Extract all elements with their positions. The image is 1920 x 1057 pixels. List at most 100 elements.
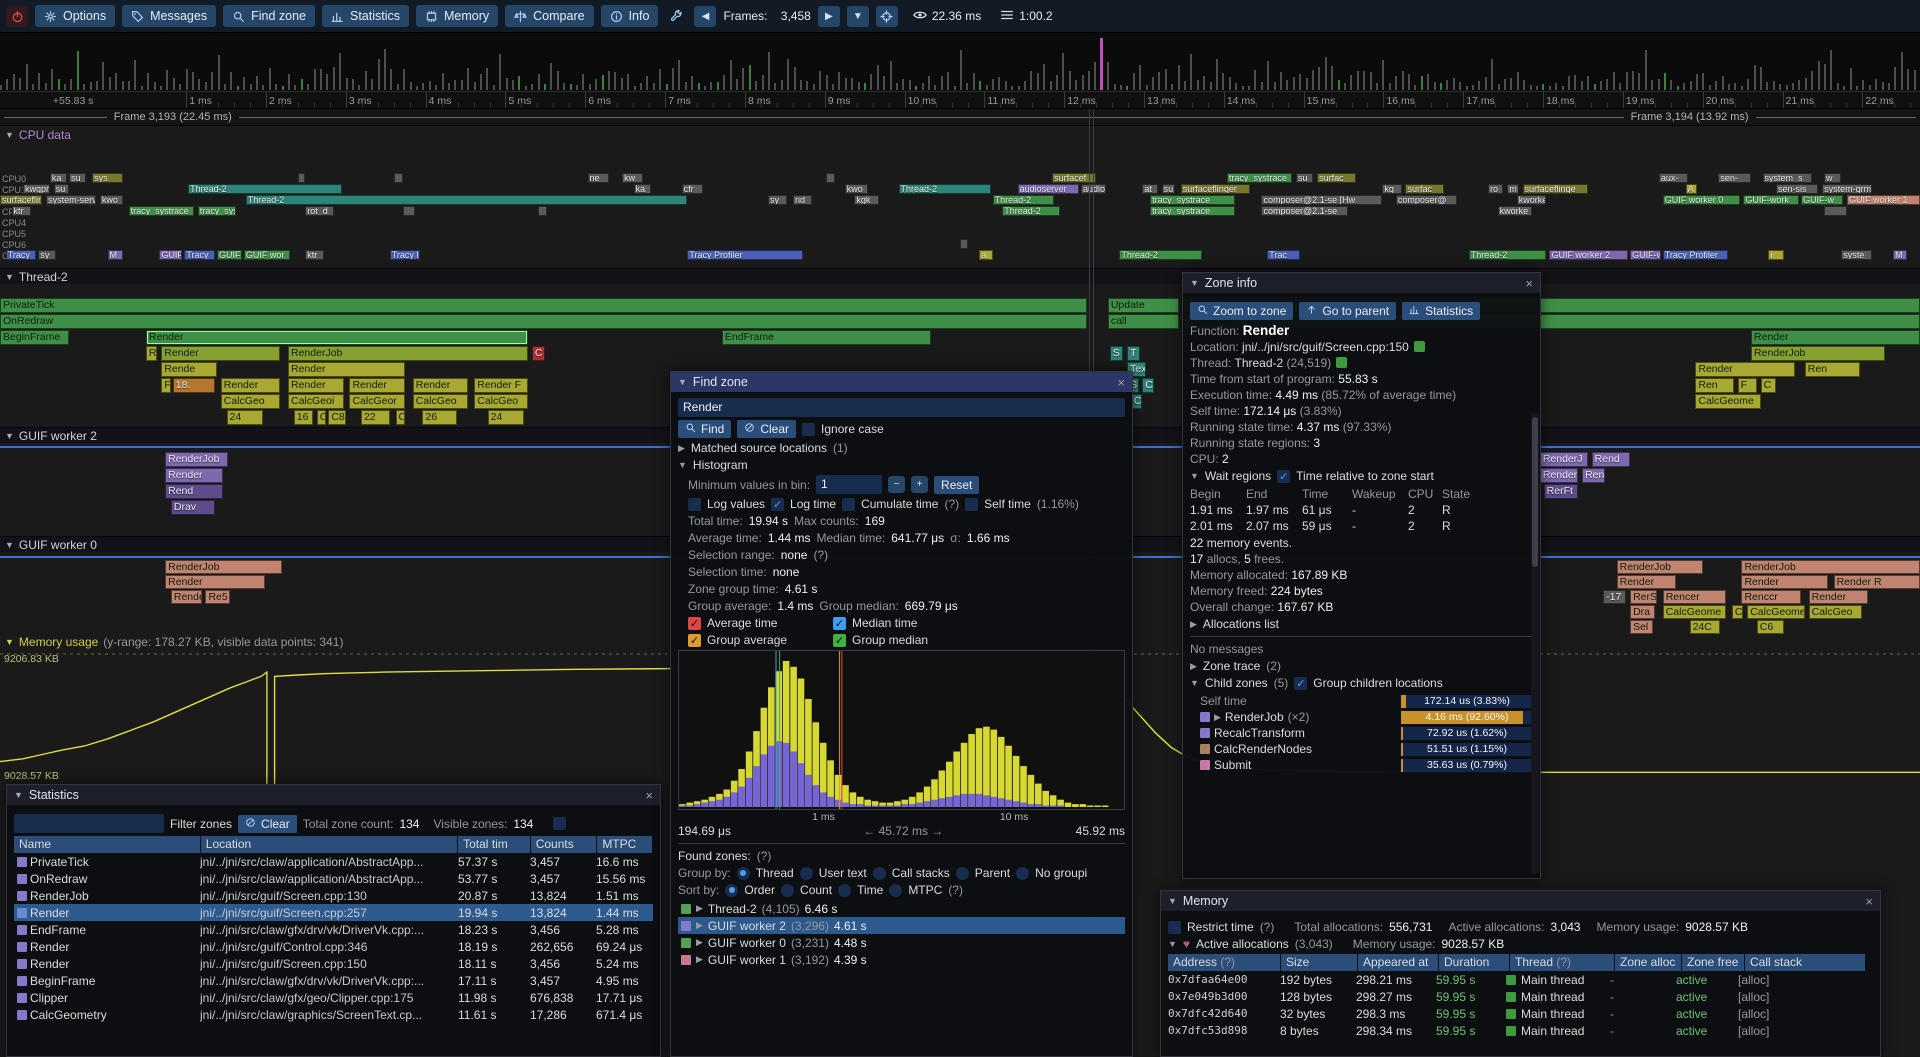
- frame-bar[interactable]: [940, 76, 943, 90]
- cpu-zone-bar[interactable]: Tracy: [5, 250, 37, 260]
- cpu-zone-bar[interactable]: syste: [1841, 250, 1872, 260]
- zone-bar[interactable]: Render: [165, 575, 265, 589]
- restrict-time-checkbox[interactable]: [1168, 920, 1181, 934]
- call-stack-cell[interactable]: [alloc]: [1738, 1006, 1770, 1021]
- zone-statistics-button[interactable]: Statistics: [1402, 302, 1481, 320]
- cpu-zone-bar[interactable]: composer@2.1-se [Hw: [1261, 195, 1383, 205]
- frame-bar[interactable]: [1734, 83, 1737, 90]
- call-stacks-radio[interactable]: [872, 866, 886, 880]
- cpu-zone-bar[interactable]: Tracy Profiler: [1662, 250, 1728, 260]
- reset-button[interactable]: Reset: [934, 475, 980, 494]
- toolbar-button-options[interactable]: Options: [35, 5, 116, 27]
- frame-bar[interactable]: [1798, 80, 1801, 90]
- column-header-mtpc[interactable]: MTPC: [597, 836, 652, 853]
- frame-bar[interactable]: [921, 83, 924, 90]
- frame-bar[interactable]: [1235, 83, 1238, 90]
- cpu-zone-bar[interactable]: sen-sis: [1776, 184, 1819, 194]
- zone-info-titlebar[interactable]: ▼ Zone info ×: [1183, 273, 1540, 293]
- frame-bar[interactable]: [326, 74, 329, 90]
- frame-bar[interactable]: [1811, 71, 1814, 90]
- frame-bar[interactable]: [1267, 61, 1270, 90]
- frame-bar[interactable]: [198, 79, 201, 90]
- call-stack-cell[interactable]: [alloc]: [1738, 972, 1770, 987]
- frame-bar[interactable]: [1600, 81, 1602, 90]
- cpu-zone-bar[interactable]: M: [107, 250, 123, 260]
- self-time-checkbox[interactable]: [965, 497, 979, 511]
- column-header-duration[interactable]: Duration: [1439, 954, 1509, 971]
- frame-bar[interactable]: [1184, 81, 1186, 90]
- zone-bar[interactable]: -17: [1603, 590, 1627, 604]
- zone-bar[interactable]: Render: [145, 330, 528, 345]
- zone-bar[interactable]: C: [531, 346, 546, 361]
- frame-bar[interactable]: [1683, 83, 1686, 90]
- frame-bar[interactable]: [1792, 83, 1794, 90]
- frame-bar[interactable]: [563, 83, 566, 90]
- frame-bar[interactable]: [1248, 86, 1250, 90]
- cpu-zone-bar[interactable]: su: [53, 184, 70, 194]
- frame-bar[interactable]: [51, 69, 54, 90]
- frame-markers-row[interactable]: Frame 3,193 (22.45 ms) Frame 3,194 (13.9…: [0, 109, 1920, 126]
- cpu-zone-bar[interactable]: tracy_systrace: [1150, 206, 1235, 216]
- frame-bar[interactable]: [409, 82, 412, 90]
- frame-bar[interactable]: [307, 84, 310, 90]
- cpu-zone-bar[interactable]: aux-: [1658, 173, 1688, 183]
- cpu-zone-bar[interactable]: GUIF-work: [1743, 195, 1800, 205]
- frame-bar[interactable]: [1337, 80, 1340, 90]
- cpu-zone-bar[interactable]: tracy_systrace: [1150, 195, 1235, 205]
- cpu-zone-bar[interactable]: kgk: [854, 195, 880, 205]
- frame-bar[interactable]: [569, 84, 572, 90]
- frame-bar[interactable]: [524, 86, 527, 90]
- frame-bar[interactable]: [102, 62, 105, 90]
- frame-bar[interactable]: [1433, 82, 1436, 90]
- frame-bar[interactable]: [505, 78, 508, 90]
- frame-bar[interactable]: [358, 85, 361, 90]
- cpu-zone-bar[interactable]: GUIF: [159, 250, 183, 260]
- frame-bar[interactable]: [531, 84, 534, 90]
- frame-bar[interactable]: [192, 72, 194, 90]
- cpu-zone-bar[interactable]: surfac: [1405, 184, 1444, 194]
- cpu-zone-bar[interactable]: surfaceflinge: [0, 195, 43, 205]
- frame-bar[interactable]: [896, 83, 898, 90]
- frame-bar[interactable]: [537, 74, 540, 90]
- frame-bar[interactable]: [844, 78, 847, 90]
- allocation-row[interactable]: 0x7dfaa64e00 192 bytes 298.21 ms 59.95 s Mai…: [1168, 971, 1873, 988]
- zone-bar[interactable]: Render: [1751, 330, 1920, 345]
- statistics-row[interactable]: BeginFrame jni/../jni/src/claw/gfx/drv/vk…: [14, 972, 653, 989]
- cpu-zone-bar[interactable]: M: [1893, 250, 1907, 260]
- frame-bar[interactable]: [345, 78, 348, 90]
- found-zone-group[interactable]: ▶ GUIF worker 2 (3,296) 4.61 s: [678, 917, 1125, 934]
- frame-bar[interactable]: [1241, 86, 1244, 90]
- zone-bar[interactable]: 18.: [172, 378, 216, 393]
- zoom-to-zone-button[interactable]: Zoom to zone: [1190, 302, 1294, 320]
- zone-bar[interactable]: RenderJ: [1539, 452, 1588, 467]
- frame-bar[interactable]: [1363, 71, 1366, 90]
- cpu-zone-bar[interactable]: kg: [1382, 184, 1402, 194]
- frame-bar[interactable]: [851, 78, 854, 90]
- zone-bar[interactable]: C8: [328, 410, 346, 425]
- frame-bar[interactable]: [870, 74, 873, 90]
- zone-bar[interactable]: Rend: [165, 484, 223, 499]
- frame-bar[interactable]: [1644, 50, 1647, 90]
- zone-bar[interactable]: CalcGeoi: [288, 394, 344, 409]
- histogram-plot[interactable]: [678, 650, 1125, 810]
- zone-bar[interactable]: RenderJob: [1741, 560, 1920, 574]
- statistics-row[interactable]: RenderJob jni/../jni/src/guif/Screen.cpp:…: [14, 887, 653, 904]
- frame-bar[interactable]: [153, 82, 156, 90]
- frame-bar[interactable]: [460, 80, 463, 90]
- frame-bar[interactable]: [1158, 72, 1161, 90]
- frame-bar[interactable]: [518, 76, 521, 90]
- zone-bar[interactable]: 24C: [1689, 620, 1721, 634]
- frame-bar[interactable]: [38, 73, 41, 90]
- thread-radio[interactable]: [736, 866, 750, 880]
- frame-bar[interactable]: [1612, 72, 1615, 90]
- cpu-zone-bar[interactable]: composer@2.1-se: [1261, 206, 1348, 216]
- frame-bar[interactable]: [1324, 57, 1327, 90]
- zone-bar[interactable]: Rencer: [1662, 590, 1727, 604]
- cpu-zone-bar[interactable]: tracy_systrace: [128, 206, 194, 216]
- zone-trace-toggle[interactable]: ▶ Zone trace (2): [1190, 659, 1281, 673]
- zone-bar[interactable]: CalcGeome: [1662, 605, 1727, 619]
- frame-bar[interactable]: [1651, 80, 1654, 90]
- frame-bar[interactable]: [57, 79, 60, 90]
- frame-bar[interactable]: [1516, 72, 1519, 90]
- frame-bar[interactable]: [1836, 83, 1839, 90]
